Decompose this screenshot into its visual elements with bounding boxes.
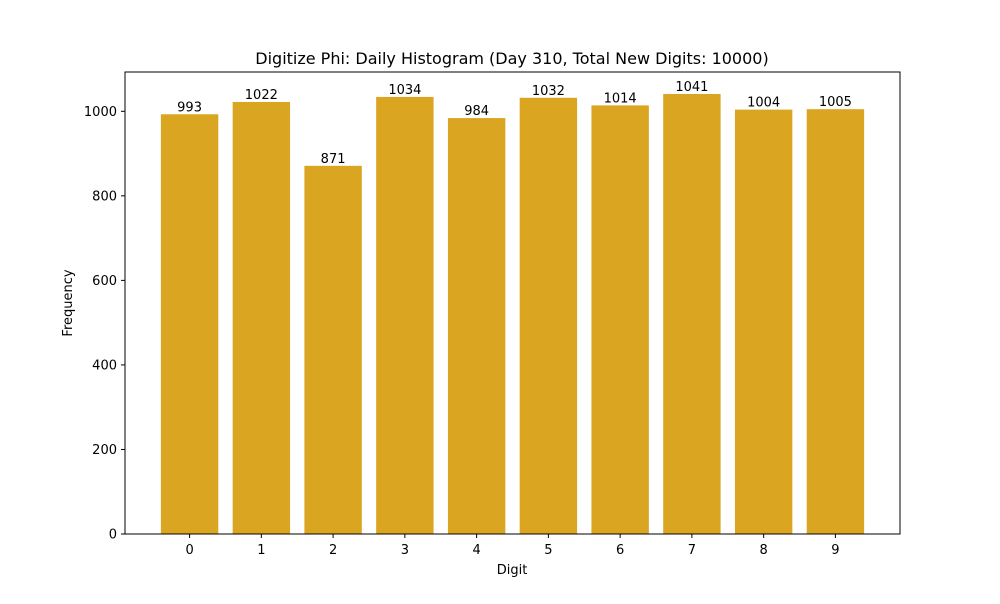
y-tick-label-600: 600 <box>92 274 117 289</box>
bar-0 <box>160 114 219 535</box>
bar-5 <box>519 97 578 534</box>
x-tick-label-3: 3 <box>401 543 409 558</box>
data-label-7: 1041 <box>675 80 708 95</box>
y-tick-label-200: 200 <box>92 443 117 458</box>
bar-9 <box>806 109 865 534</box>
x-tick-label-4: 4 <box>472 543 480 558</box>
y-tick-label-400: 400 <box>92 358 117 373</box>
data-label-9: 1005 <box>819 95 852 110</box>
data-label-3: 1034 <box>388 83 421 98</box>
data-label-0: 993 <box>177 100 202 115</box>
data-label-1: 1022 <box>245 88 278 103</box>
y-tick-label-1000: 1000 <box>84 105 117 120</box>
bar-4 <box>447 118 506 534</box>
x-axis-label: Digit <box>497 563 528 578</box>
bar-1 <box>232 102 291 534</box>
plot-frame <box>124 71 901 535</box>
x-tick-label-9: 9 <box>831 543 839 558</box>
y-tick-label-800: 800 <box>92 189 117 204</box>
bar-2 <box>304 165 362 534</box>
x-tick-label-6: 6 <box>616 543 624 558</box>
data-labels-layer: 993 1022 871 1034 984 1032 1014 1041 1004 1005 <box>177 80 852 167</box>
bar-3 <box>376 96 434 534</box>
bar-6 <box>591 105 649 534</box>
data-label-2: 871 <box>321 152 346 167</box>
x-ticks-layer: 0 1 2 3 4 5 6 7 8 9 <box>185 534 840 558</box>
y-tick-label-0: 0 <box>109 528 117 543</box>
bar-8 <box>734 109 793 535</box>
bars-layer <box>160 93 865 535</box>
chart-title: Digitize Phi: Daily Histogram (Day 310, … <box>255 49 768 68</box>
data-label-5: 1032 <box>532 84 565 99</box>
data-label-4: 984 <box>464 104 489 119</box>
data-label-6: 1014 <box>604 91 637 106</box>
x-tick-label-5: 5 <box>544 543 552 558</box>
x-tick-label-8: 8 <box>760 543 768 558</box>
x-tick-label-7: 7 <box>688 543 696 558</box>
bar-7 <box>663 93 721 534</box>
x-tick-label-2: 2 <box>329 543 337 558</box>
y-ticks-layer: 0 200 400 600 800 1000 <box>84 105 125 543</box>
data-label-8: 1004 <box>747 96 780 111</box>
x-tick-label-0: 0 <box>185 543 193 558</box>
y-axis-label: Frequency <box>61 269 76 336</box>
x-tick-label-1: 1 <box>257 543 265 558</box>
